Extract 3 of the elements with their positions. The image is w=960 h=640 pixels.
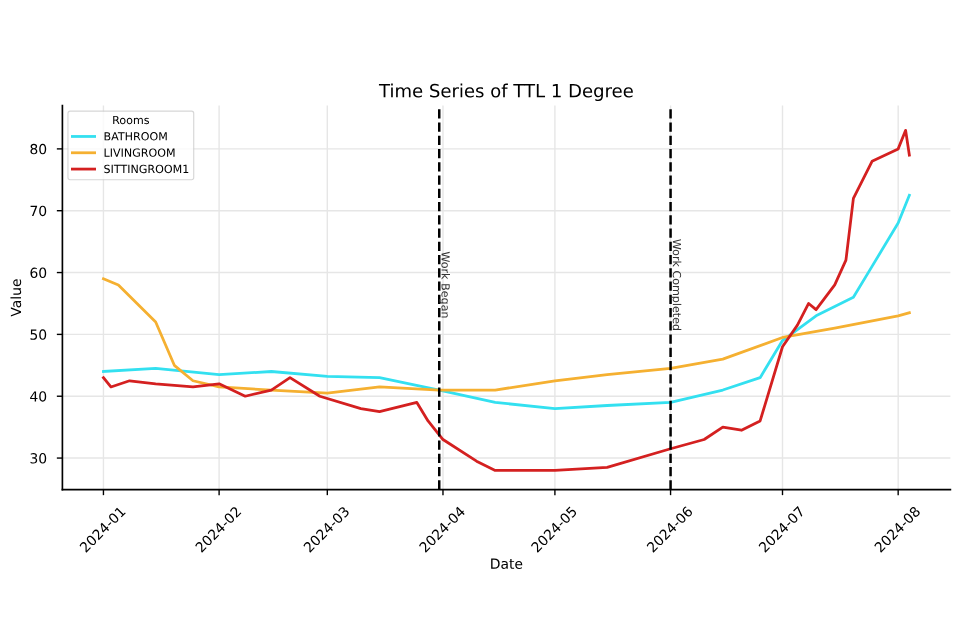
chart-title: Time Series of TTL 1 Degree — [378, 83, 633, 102]
line-series — [102, 128, 911, 472]
line-series — [102, 193, 911, 410]
